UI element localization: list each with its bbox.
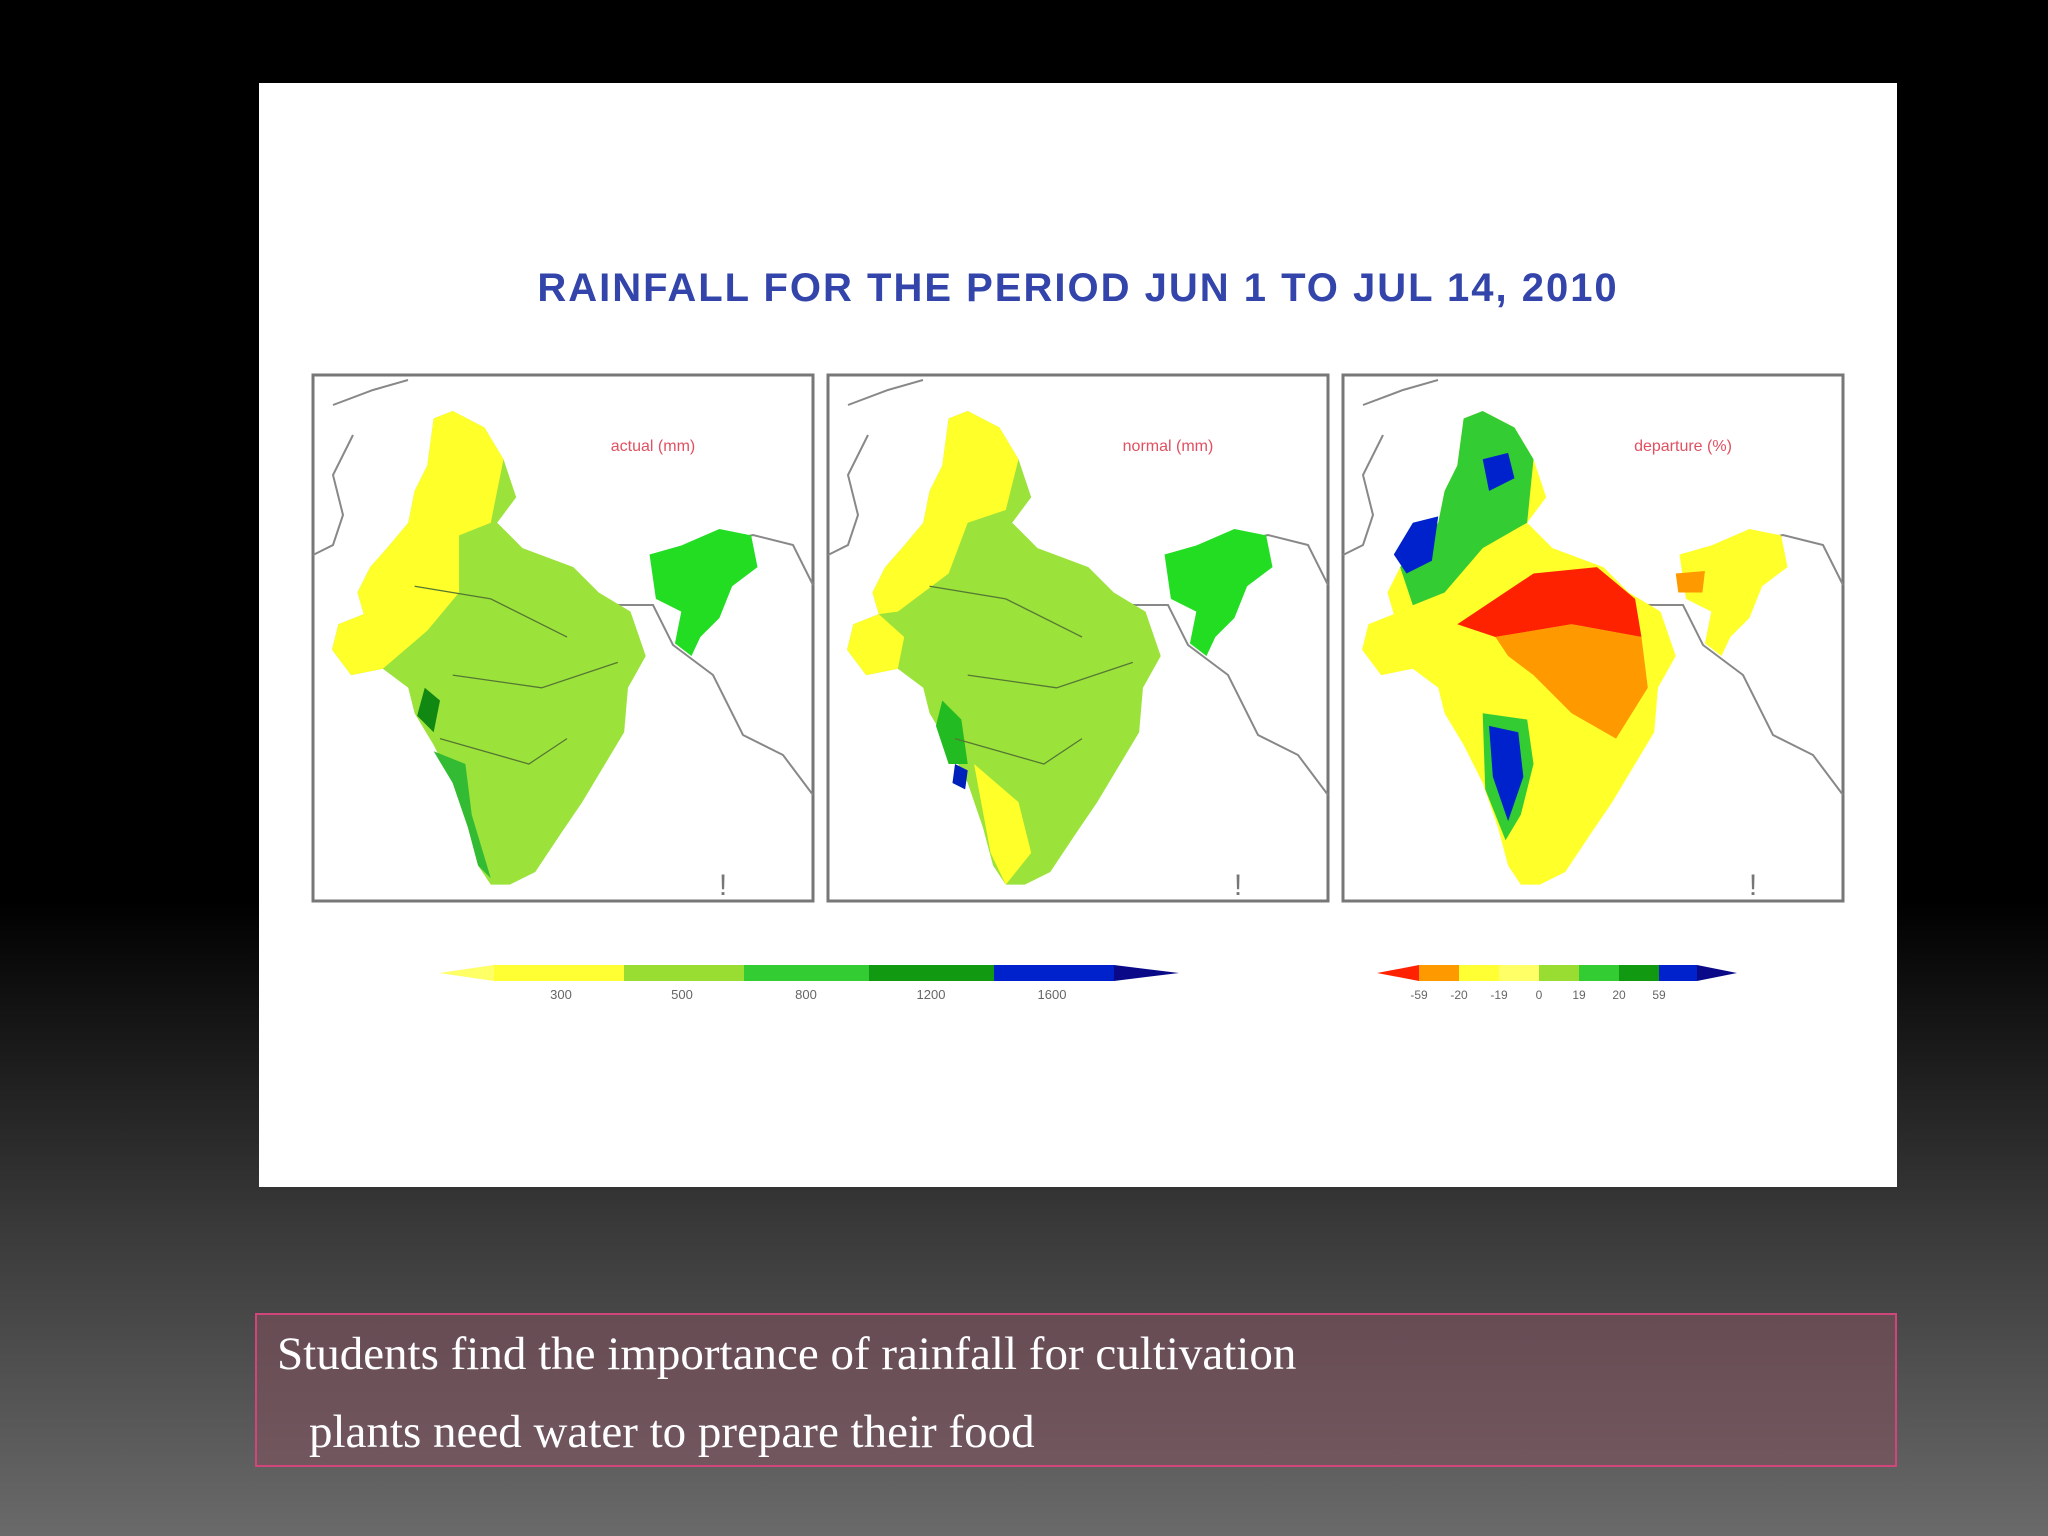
map-panel-departure: departure (%) ! bbox=[1341, 373, 1845, 903]
map-panel-actual: actual (mm) ! bbox=[311, 373, 815, 903]
legend-swatch-r5 bbox=[1579, 965, 1619, 981]
legend-swatch-3 bbox=[744, 965, 869, 981]
legend-tick: 300 bbox=[550, 987, 572, 1002]
legend-tick: -59 bbox=[1410, 988, 1428, 1002]
panel-label-actual: actual (mm) bbox=[611, 438, 695, 455]
legend-tick: 800 bbox=[795, 987, 817, 1002]
legend-swatch-5 bbox=[994, 965, 1114, 981]
rainfall-figure: RAINFALL FOR THE PERIOD JUN 1 TO JUL 14,… bbox=[259, 83, 1897, 1187]
legend-rainfall-mm: 300 500 800 1200 1600 bbox=[439, 965, 1179, 1002]
legend-swatch-r1 bbox=[1419, 965, 1459, 981]
legend-swatch-r4 bbox=[1539, 965, 1579, 981]
legend-tick: -20 bbox=[1450, 988, 1468, 1002]
map-panel-normal: normal (mm) ! bbox=[826, 373, 1330, 903]
legend-tick: 59 bbox=[1652, 988, 1666, 1002]
legend-swatch-r6 bbox=[1619, 965, 1659, 981]
legend-tick: -19 bbox=[1490, 988, 1508, 1002]
legend-swatch-2 bbox=[624, 965, 744, 981]
legend-tick: 1600 bbox=[1038, 987, 1067, 1002]
caption-box: Students find the importance of rainfall… bbox=[255, 1313, 1897, 1467]
legend-swatch-r7 bbox=[1659, 965, 1697, 981]
legend-tick: 500 bbox=[671, 987, 693, 1002]
rainfall-maps: RAINFALL FOR THE PERIOD JUN 1 TO JUL 14,… bbox=[311, 266, 1845, 1002]
panel-label-departure: departure (%) bbox=[1634, 438, 1732, 455]
svg-text:!: ! bbox=[719, 869, 727, 902]
svg-text:!: ! bbox=[1234, 869, 1242, 902]
legend-swatch-r2 bbox=[1459, 965, 1499, 981]
caption-line-1: Students find the importance of rainfall… bbox=[277, 1328, 1297, 1380]
caption-line-2: plants need water to prepare their food bbox=[309, 1406, 1035, 1458]
legend-tick: 1200 bbox=[917, 987, 946, 1002]
figure-title: RAINFALL FOR THE PERIOD JUN 1 TO JUL 14,… bbox=[537, 266, 1618, 310]
legend-tick: 0 bbox=[1536, 988, 1543, 1002]
legend-swatch-4 bbox=[869, 965, 994, 981]
svg-text:!: ! bbox=[1749, 869, 1757, 902]
legend-swatch-1 bbox=[494, 965, 624, 981]
legend-swatch-r3 bbox=[1499, 965, 1539, 981]
legend-departure-percent: -59 -20 -19 0 19 20 59 bbox=[1377, 965, 1737, 1002]
legend-tick: 20 bbox=[1612, 988, 1626, 1002]
panel-label-normal: normal (mm) bbox=[1123, 438, 1214, 455]
legend-tick: 19 bbox=[1572, 988, 1586, 1002]
